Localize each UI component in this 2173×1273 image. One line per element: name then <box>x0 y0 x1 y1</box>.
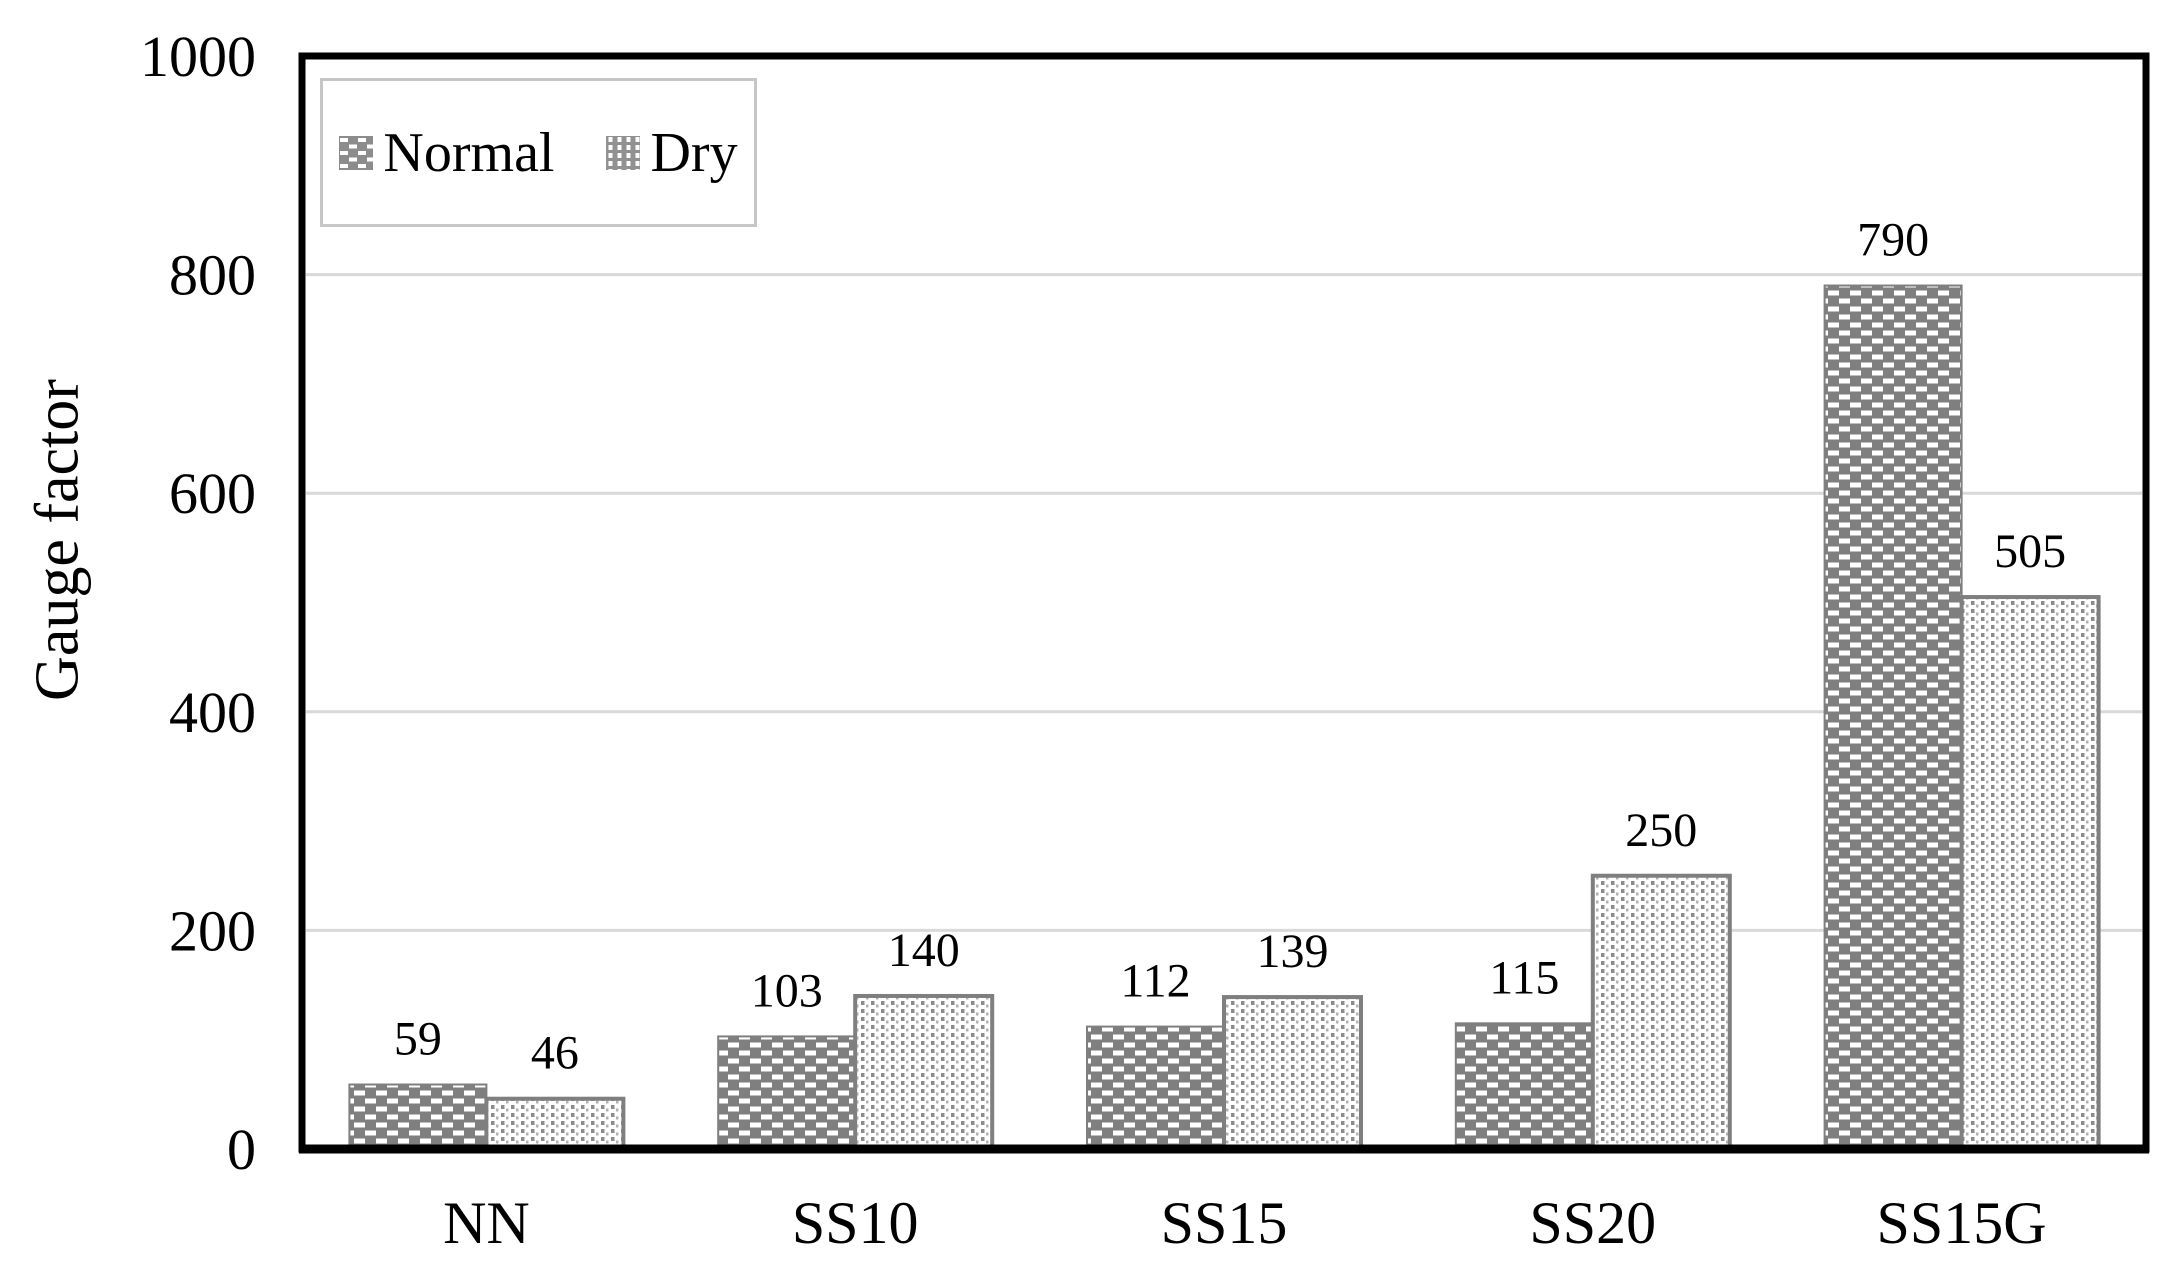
value-label-dry-SS15G: 505 <box>1994 525 2066 578</box>
x-tick-label-SS20: SS20 <box>1529 1190 1656 1256</box>
bar-dry-SS20 <box>1590 873 1732 1151</box>
x-tick-label-NN: NN <box>443 1190 530 1256</box>
x-tick-label-SS15: SS15 <box>1161 1190 1288 1256</box>
x-tick-label-SS15G: SS15G <box>1877 1190 2047 1256</box>
normal-pattern-swatch-icon <box>339 135 374 170</box>
value-label-normal-SS15G: 790 <box>1857 214 1929 267</box>
legend-label-normal: Normal <box>383 121 555 184</box>
y-axis-title: Gauge factor <box>23 379 92 701</box>
value-label-dry-SS20: 250 <box>1625 804 1697 857</box>
bar-normal-NN <box>348 1083 488 1150</box>
y-tick-label-400: 400 <box>169 680 256 745</box>
x-tick-label-SS10: SS10 <box>792 1190 919 1256</box>
value-label-dry-SS10: 140 <box>888 924 960 977</box>
bar-dry-SS15G <box>1959 595 2101 1151</box>
value-label-dry-SS15: 139 <box>1257 925 1329 978</box>
value-label-normal-SS10: 103 <box>751 964 823 1017</box>
bar-dry-SS10 <box>853 993 995 1151</box>
value-label-normal-SS20: 115 <box>1489 951 1559 1004</box>
value-label-dry-NN: 46 <box>531 1027 579 1080</box>
legend-item-dry: Dry <box>606 121 738 185</box>
value-label-normal-NN: 59 <box>394 1013 442 1066</box>
legend: Normal Dry <box>320 78 757 227</box>
legend-item-normal: Normal <box>339 121 554 185</box>
dry-pattern-swatch-icon <box>606 135 641 170</box>
y-tick-label-0: 0 <box>227 1117 256 1182</box>
bar-dry-NN <box>484 1096 626 1152</box>
value-label-normal-SS15: 112 <box>1120 955 1190 1008</box>
y-tick-label-800: 800 <box>169 243 256 308</box>
bar-normal-SS15G <box>1823 284 1963 1150</box>
y-tick-label-1000: 1000 <box>140 24 256 89</box>
bar-normal-SS20 <box>1454 1022 1594 1150</box>
bar-normal-SS15 <box>1086 1025 1225 1150</box>
bar-normal-SS10 <box>717 1035 857 1151</box>
y-tick-label-600: 600 <box>169 461 256 526</box>
y-tick-label-200: 200 <box>169 898 256 963</box>
bar-dry-SS15 <box>1222 995 1363 1151</box>
legend-label-dry: Dry <box>650 121 738 184</box>
